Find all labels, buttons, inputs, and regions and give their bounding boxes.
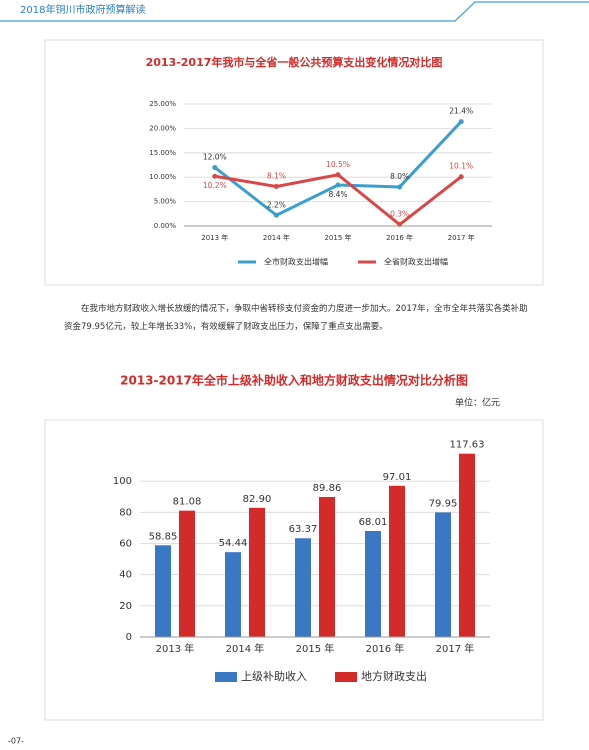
y-tick-label: 0 bbox=[126, 632, 132, 643]
bar bbox=[179, 510, 195, 637]
legend-swatch bbox=[335, 672, 357, 682]
legend-label: 上级补助收入 bbox=[241, 669, 307, 683]
data-label: 21.4% bbox=[449, 107, 473, 116]
page-number: -07- bbox=[8, 737, 24, 746]
x-tick-label: 2015 年 bbox=[324, 233, 351, 242]
data-label: 79.95 bbox=[429, 498, 458, 509]
line bbox=[214, 173, 463, 227]
x-tick-label: 2016 年 bbox=[366, 642, 405, 655]
legend-swatch bbox=[215, 672, 237, 682]
y-tick-label: 20.00% bbox=[149, 124, 176, 132]
point bbox=[458, 119, 464, 125]
point bbox=[212, 164, 218, 170]
y-tick-label: 20 bbox=[119, 601, 132, 612]
data-label: 8.4% bbox=[328, 190, 347, 199]
bar bbox=[365, 531, 381, 637]
data-label: 68.01 bbox=[359, 517, 388, 528]
data-label: 8.1% bbox=[267, 171, 286, 180]
x-tick-label: 2017 年 bbox=[448, 233, 475, 242]
data-label: 97.01 bbox=[383, 472, 412, 483]
paragraph: 在我市地方财政收入增长放缓的情况下，争取中省转移支付资金的力度进一步加大。201… bbox=[64, 304, 528, 332]
point bbox=[273, 212, 279, 218]
point bbox=[397, 184, 403, 190]
legend-label: 全省财政支出增幅 bbox=[384, 257, 448, 267]
y-tick-label: 40 bbox=[119, 570, 132, 581]
header-rule bbox=[0, 1, 589, 22]
bar bbox=[249, 507, 265, 637]
bar bbox=[435, 512, 451, 637]
data-label: 82.90 bbox=[243, 494, 272, 505]
legend-label: 地方财政支出 bbox=[361, 669, 427, 683]
x-tick-label: 2014 年 bbox=[263, 233, 290, 242]
point bbox=[335, 182, 341, 188]
data-label: 63.37 bbox=[289, 524, 318, 535]
point bbox=[335, 172, 341, 178]
y-tick-label: 10.00% bbox=[149, 173, 176, 181]
y-tick-label: 15.00% bbox=[149, 149, 176, 157]
data-label: 58.85 bbox=[149, 531, 178, 542]
bar bbox=[155, 545, 171, 637]
data-label: 54.44 bbox=[219, 538, 248, 549]
x-tick-label: 2016 年 bbox=[386, 233, 413, 242]
data-label: 117.63 bbox=[450, 440, 485, 451]
data-label: 8.0% bbox=[390, 172, 409, 181]
data-label: 10.1% bbox=[449, 162, 473, 171]
data-label: 10.5% bbox=[326, 160, 350, 169]
chart-title: 2013-2017年我市与全省一般公共预算支出变化情况对比图 bbox=[146, 55, 443, 69]
data-label: 0.3% bbox=[390, 210, 409, 219]
bar bbox=[389, 485, 405, 637]
point bbox=[273, 183, 279, 189]
bar bbox=[319, 496, 335, 637]
x-tick-label: 2013 年 bbox=[156, 642, 195, 655]
legend-label: 全市财政支出增幅 bbox=[264, 257, 328, 267]
data-label: 2.2% bbox=[267, 200, 286, 209]
x-tick-label: 2017 年 bbox=[436, 642, 475, 655]
header-title: 2018年铜川市政府预算解读 bbox=[20, 3, 145, 16]
bar bbox=[459, 453, 475, 637]
bar bbox=[295, 538, 311, 637]
y-tick-label: 5.00% bbox=[154, 198, 177, 206]
y-tick-label: 60 bbox=[119, 539, 132, 550]
x-tick-label: 2013 年 bbox=[201, 233, 228, 242]
data-label: 12.0% bbox=[203, 152, 227, 161]
data-label: 89.86 bbox=[313, 483, 342, 494]
chart-frame bbox=[44, 419, 544, 721]
data-label: 81.08 bbox=[173, 497, 202, 508]
chart-frame bbox=[44, 39, 544, 286]
unit-label: 单位：亿元 bbox=[455, 397, 500, 409]
y-tick-label: 25.00% bbox=[149, 100, 176, 108]
bar bbox=[225, 552, 241, 637]
point bbox=[458, 174, 464, 180]
x-tick-label: 2015 年 bbox=[296, 642, 335, 655]
x-tick-label: 2014 年 bbox=[226, 642, 265, 655]
y-tick-label: 80 bbox=[119, 507, 132, 518]
data-label: 10.2% bbox=[203, 181, 227, 190]
y-tick-label: 0.00% bbox=[154, 222, 177, 230]
point bbox=[212, 173, 218, 179]
chart-title: 2013-2017年全市上级补助收入和地方财政支出情况对比分析图 bbox=[120, 373, 468, 388]
y-tick-label: 100 bbox=[113, 476, 132, 487]
